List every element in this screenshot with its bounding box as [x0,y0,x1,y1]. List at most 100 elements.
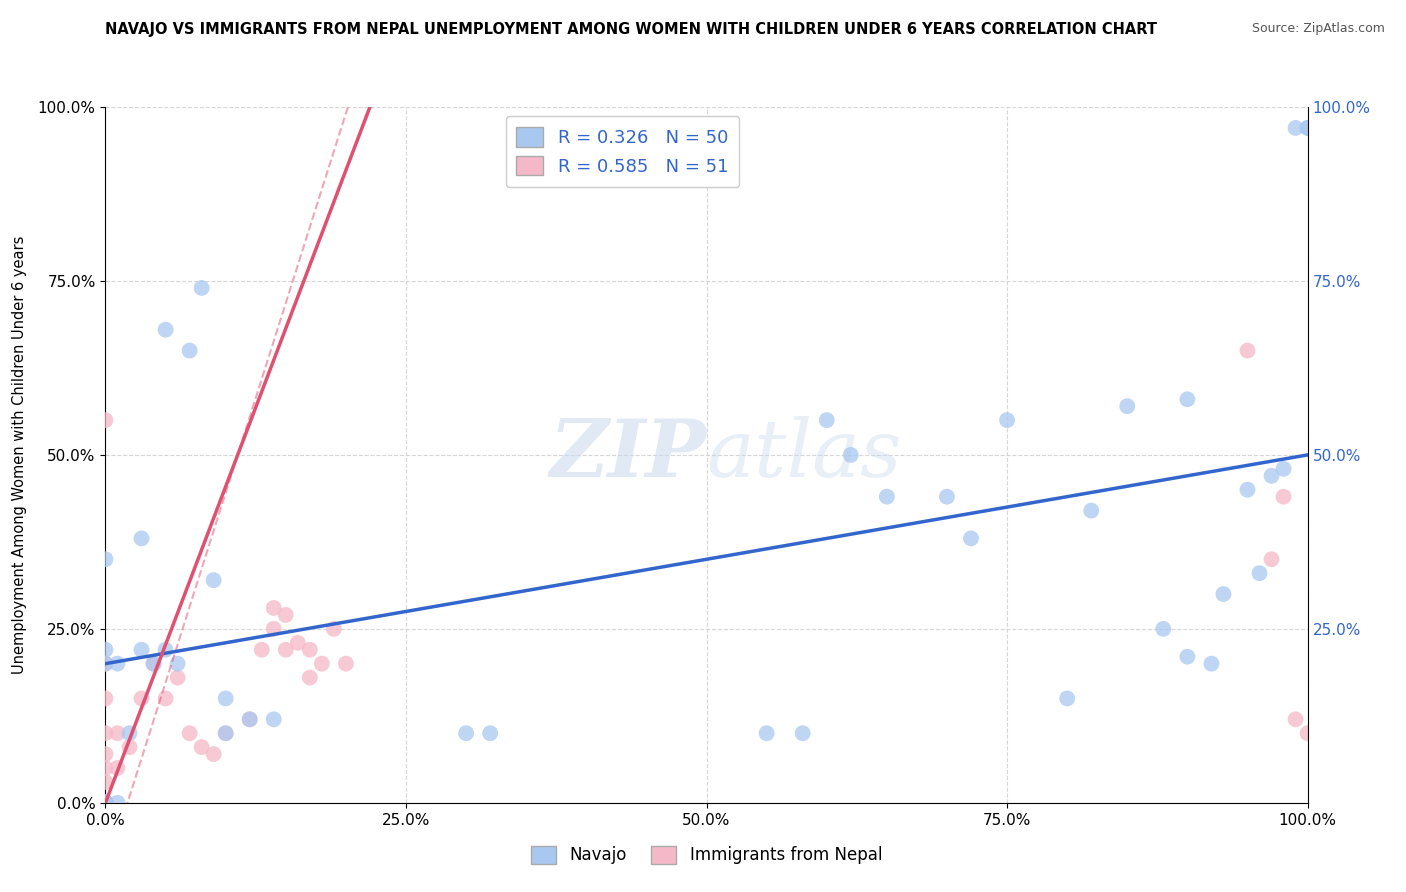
Point [239,712,262,726]
Point [131,532,153,546]
Point [94,796,117,810]
Point [94,796,117,810]
Point [94,796,117,810]
Point [298,642,321,657]
Point [190,281,212,295]
Point [155,642,177,657]
Point [94,796,117,810]
Point [214,726,236,740]
Point [94,796,117,810]
Point [107,657,129,671]
Point [94,552,117,566]
Point [166,671,188,685]
Point [1116,399,1139,413]
Text: atlas: atlas [707,417,901,493]
Point [179,726,201,740]
Point [94,796,117,810]
Point [94,775,117,789]
Point [311,657,333,671]
Point [94,796,117,810]
Point [107,726,129,740]
Point [960,532,983,546]
Point [94,413,117,427]
Point [94,796,117,810]
Point [107,761,129,775]
Point [1296,120,1319,135]
Point [1152,622,1174,636]
Point [1272,462,1295,476]
Point [1284,120,1306,135]
Point [1056,691,1078,706]
Point [94,642,117,657]
Text: Source: ZipAtlas.com: Source: ZipAtlas.com [1251,22,1385,36]
Point [274,607,297,622]
Point [322,622,344,636]
Point [94,796,117,810]
Point [214,726,236,740]
Point [94,691,117,706]
Point [1212,587,1234,601]
Point [250,642,273,657]
Point [1175,649,1198,664]
Point [155,323,177,337]
Point [94,796,117,810]
Point [995,413,1018,427]
Point [1260,468,1282,483]
Point [94,796,117,810]
Point [214,691,236,706]
Point [1201,657,1223,671]
Point [479,726,502,740]
Point [239,712,262,726]
Point [1272,490,1295,504]
Point [792,726,814,740]
Point [755,726,778,740]
Point [94,796,117,810]
Point [118,726,141,740]
Point [1249,566,1271,581]
Point [936,490,959,504]
Point [118,740,141,755]
Point [94,796,117,810]
Point [94,796,117,810]
Point [94,761,117,775]
Text: ZIP: ZIP [550,417,707,493]
Point [94,796,117,810]
Point [815,413,838,427]
Point [876,490,898,504]
Point [1296,726,1319,740]
Point [263,712,285,726]
Point [94,726,117,740]
Point [274,642,297,657]
Text: NAVAJO VS IMMIGRANTS FROM NEPAL UNEMPLOYMENT AMONG WOMEN WITH CHILDREN UNDER 6 Y: NAVAJO VS IMMIGRANTS FROM NEPAL UNEMPLOY… [105,22,1157,37]
Point [202,747,225,761]
Point [263,622,285,636]
Point [454,726,477,740]
Point [142,657,165,671]
Point [1236,343,1258,358]
Legend: Navajo, Immigrants from Nepal: Navajo, Immigrants from Nepal [524,839,889,871]
Point [94,796,117,810]
Point [298,671,321,685]
Point [94,747,117,761]
Point [94,796,117,810]
Point [94,796,117,810]
Point [94,657,117,671]
Point [131,691,153,706]
Point [1236,483,1258,497]
Point [107,796,129,810]
Point [94,796,117,810]
Point [155,691,177,706]
Point [1296,120,1319,135]
Point [94,796,117,810]
Point [263,601,285,615]
Point [94,796,117,810]
Point [335,657,357,671]
Point [1175,392,1198,407]
Point [287,636,309,650]
Point [142,657,165,671]
Y-axis label: Unemployment Among Women with Children Under 6 years: Unemployment Among Women with Children U… [11,235,27,674]
Point [190,740,212,755]
Point [202,573,225,587]
Point [1284,712,1306,726]
Point [166,657,188,671]
